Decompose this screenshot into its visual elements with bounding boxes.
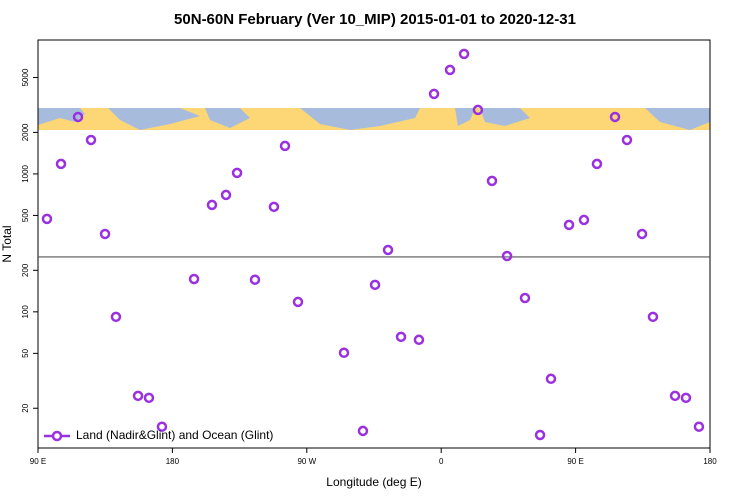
chart-title: 50N-60N February (Ver 10_MIP) 2015-01-01… <box>174 11 576 28</box>
point <box>486 175 498 187</box>
legend-label: Land (Nadir&Glint) and Ocean (Glint) <box>76 428 273 442</box>
x-tick-label: 90 E <box>30 457 46 466</box>
point <box>472 104 484 116</box>
point <box>458 48 470 60</box>
y-tick-label: 5000 <box>21 68 30 86</box>
point <box>519 292 531 304</box>
point <box>636 228 648 240</box>
y-tick-label: 50 <box>21 348 30 357</box>
point <box>680 392 692 404</box>
point <box>143 392 155 404</box>
point <box>369 279 381 291</box>
point <box>249 274 261 285</box>
point <box>501 250 513 262</box>
point <box>534 429 546 441</box>
point <box>621 134 633 146</box>
point <box>609 111 621 123</box>
point <box>357 425 369 437</box>
point <box>693 421 705 432</box>
x-tick-label: 180 <box>166 457 180 466</box>
point <box>132 390 144 402</box>
y-tick-label: 2000 <box>21 123 30 141</box>
point <box>206 199 218 211</box>
x-tick-label: 90 E <box>567 457 583 466</box>
point <box>99 228 111 240</box>
y-axis-label: N Total <box>0 225 14 262</box>
point <box>444 64 456 76</box>
y-tick-label: 100 <box>21 305 30 319</box>
point <box>156 421 168 432</box>
y-tick-label: 200 <box>21 263 30 277</box>
map-strip <box>38 108 710 130</box>
x-tick-label: 90 W <box>297 457 316 466</box>
plot-frame <box>37 39 711 449</box>
point <box>395 331 407 343</box>
y-tick-label: 500 <box>21 208 30 222</box>
x-tick-label: 0 <box>439 457 444 466</box>
point <box>110 311 122 323</box>
point <box>578 214 590 226</box>
point <box>545 373 557 385</box>
y-tick-label: 1000 <box>21 164 30 182</box>
point <box>41 213 53 225</box>
x-axis-label: Longitude (deg E) <box>326 475 421 489</box>
point <box>382 244 394 256</box>
point <box>268 201 280 213</box>
point <box>85 134 97 146</box>
point <box>428 88 440 100</box>
point <box>591 158 603 170</box>
point <box>292 296 304 308</box>
point <box>338 347 350 359</box>
point <box>669 390 681 402</box>
point <box>220 189 232 201</box>
point <box>72 111 84 123</box>
point <box>188 273 200 285</box>
x-tick-label: 180 <box>703 457 717 466</box>
y-tick-label: 20 <box>21 403 30 412</box>
point <box>279 140 291 152</box>
point <box>413 334 425 346</box>
point <box>563 219 575 231</box>
point <box>647 311 659 323</box>
point <box>55 158 67 170</box>
legend-marker <box>51 430 63 442</box>
point <box>231 167 243 179</box>
